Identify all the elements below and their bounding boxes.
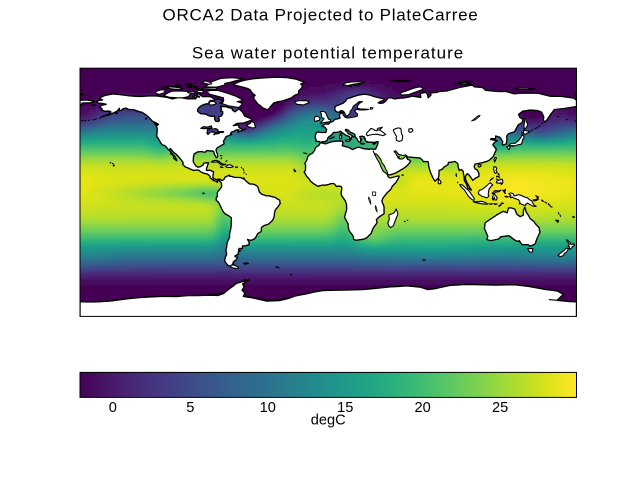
svg-text:degC: degC bbox=[311, 413, 346, 429]
svg-text:25: 25 bbox=[492, 400, 508, 416]
svg-text:10: 10 bbox=[260, 400, 276, 416]
svg-text:Sea water potential temperatur: Sea water potential temperature bbox=[192, 44, 464, 63]
svg-text:ORCA2 Data Projected to PlateC: ORCA2 Data Projected to PlateCarree bbox=[163, 6, 479, 25]
svg-text:20: 20 bbox=[414, 400, 430, 416]
svg-text:5: 5 bbox=[186, 400, 194, 416]
svg-text:0: 0 bbox=[109, 400, 117, 416]
svg-text:15: 15 bbox=[337, 400, 353, 416]
